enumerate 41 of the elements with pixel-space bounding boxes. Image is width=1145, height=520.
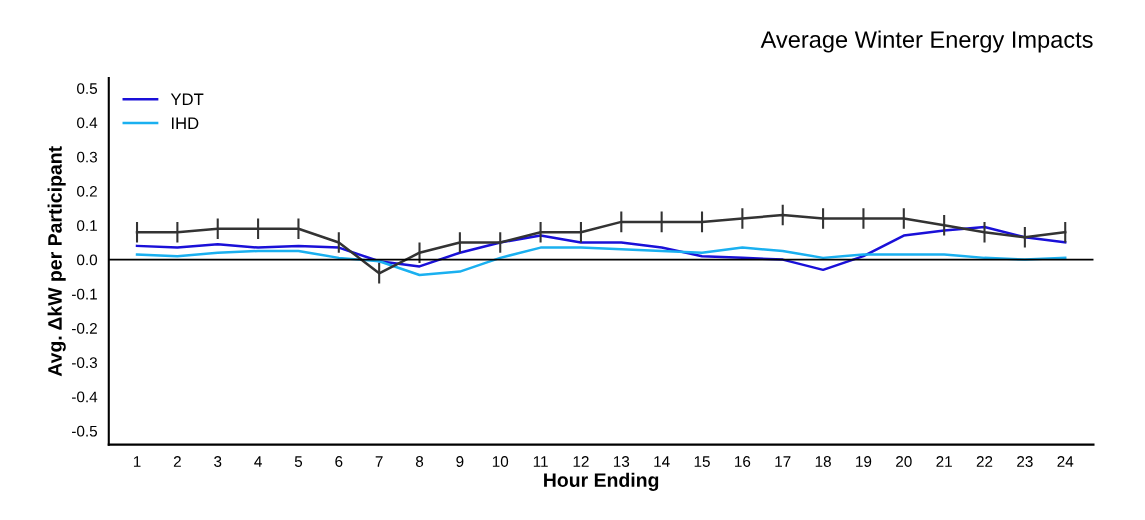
x-tick-label: 18	[815, 456, 831, 467]
x-tick-label: 5	[294, 456, 303, 467]
x-tick-label: 1	[133, 456, 141, 467]
y-axis-title: Avg. ΔkW per Participant	[47, 146, 66, 377]
x-tick-label: 2	[173, 456, 181, 467]
x-tick-label: 7	[375, 456, 383, 467]
y-tick-label: 0.2	[77, 185, 97, 197]
x-tick-label: 10	[492, 456, 509, 467]
x-tick-label: 15	[694, 456, 710, 467]
x-tick-label: 16	[735, 456, 751, 467]
y-tick-label: -0.2	[72, 322, 97, 334]
x-tick-label: 12	[573, 456, 589, 467]
x-tick-label: 20	[896, 456, 912, 467]
y-tick-label: 0.5	[77, 83, 98, 94]
y-tick-label: -0.1	[72, 288, 97, 300]
x-tick-label: 11	[533, 456, 548, 467]
y-tick-label: 0.3	[77, 151, 97, 163]
x-tick-label: 14	[654, 456, 670, 467]
x-tick-label: 4	[254, 456, 262, 467]
x-tick-label: 23	[1017, 456, 1033, 467]
x-tick-label: 21	[936, 456, 952, 467]
y-tick-label: 0.0	[77, 254, 98, 266]
y-tick-label: 0.4	[77, 117, 98, 129]
legend-label: YDT	[170, 93, 204, 106]
line-series	[135, 246, 1067, 277]
x-tick-label: 8	[415, 456, 424, 467]
x-tick-label: 3	[214, 456, 222, 467]
x-tick-label: 17	[775, 456, 791, 467]
chart-title: Average Winter Energy Impacts	[760, 30, 1093, 53]
x-tick-label: 6	[335, 456, 343, 467]
x-tick-label: 9	[456, 456, 464, 467]
x-tick-label: 19	[856, 456, 872, 467]
y-tick-label: 0.1	[77, 220, 97, 232]
x-tick-label: 13	[613, 456, 630, 467]
y-tick-label: -0.3	[72, 357, 97, 369]
x-tick-label: 24	[1057, 456, 1074, 467]
y-tick-label: -0.4	[72, 391, 98, 403]
x-axis-title: Hour Ending	[544, 472, 659, 491]
x-tick-label: 22	[976, 456, 993, 467]
legend-label: IHD	[171, 117, 199, 129]
y-tick-label: -0.5	[72, 425, 98, 437]
